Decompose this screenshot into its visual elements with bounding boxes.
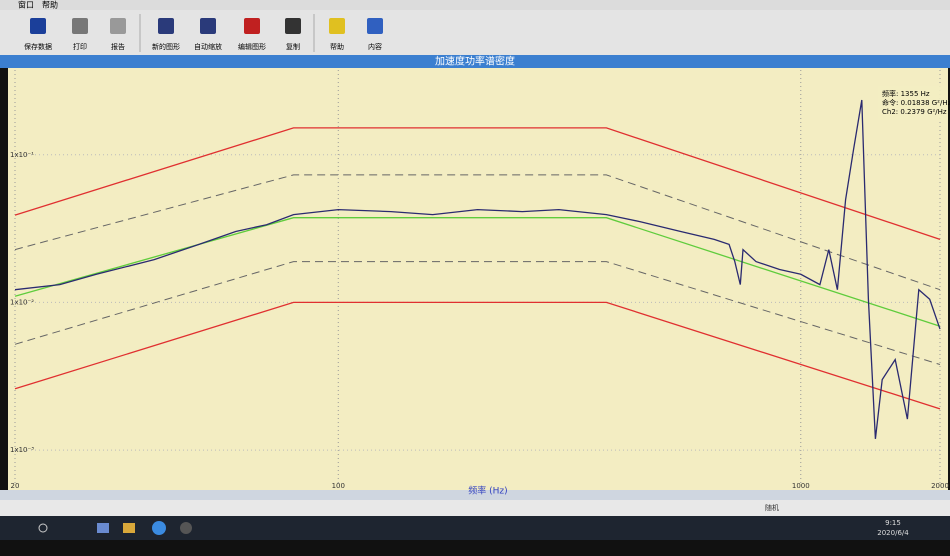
- series-line: [14, 301, 941, 410]
- x-axis-label: 频率 (Hz): [468, 485, 507, 497]
- toolbar-label[interactable]: 保存数据: [24, 42, 52, 51]
- toolbar-icon[interactable]: [200, 18, 216, 34]
- series-line: [14, 127, 941, 241]
- y-tick-label: 1x10⁻²: [10, 298, 34, 306]
- toolbar-icon[interactable]: [72, 18, 88, 34]
- readout-line: 频率: 1355 Hz: [882, 89, 930, 98]
- toolbar-label[interactable]: 报告: [111, 42, 125, 51]
- series-line: [14, 217, 941, 327]
- toolbar-icon[interactable]: [110, 18, 126, 34]
- readout-line: 命令: 0.01838 G²/Hz: [882, 98, 950, 107]
- clock-date[interactable]: 2020/6/4: [877, 529, 909, 537]
- series-line: [14, 174, 941, 291]
- toolbar-label[interactable]: 编辑图形: [238, 42, 266, 51]
- series-line: [14, 261, 941, 365]
- toolbar-icon[interactable]: [329, 18, 345, 34]
- toolbar-label[interactable]: 内容: [368, 42, 382, 51]
- x-tick-label: 20: [11, 482, 20, 490]
- clock-time[interactable]: 9:15: [885, 519, 901, 527]
- toolbar-items: 保存数据 打印 报告 新的图形 自动缩放 编辑图形 复制 帮助 内容: [24, 14, 383, 52]
- search-icon[interactable]: [38, 523, 48, 533]
- y-tick-label: 1x10⁻¹: [10, 151, 34, 159]
- app-icon[interactable]: [152, 521, 166, 535]
- toolbar-icon[interactable]: [244, 18, 260, 34]
- toolbar-label[interactable]: 自动缩放: [194, 42, 222, 51]
- x-tick-label: 100: [332, 482, 345, 490]
- plot-area: [8, 68, 948, 490]
- app-icon[interactable]: [123, 523, 135, 533]
- toolbar: [0, 10, 950, 55]
- menu-bar: [0, 0, 950, 10]
- x-label-bar: [0, 490, 950, 500]
- toolbar-icon[interactable]: [285, 18, 301, 34]
- series-line: [14, 99, 941, 439]
- toolbar-label[interactable]: 打印: [73, 42, 87, 51]
- toolbar-label[interactable]: 新的图形: [152, 42, 180, 51]
- toolbar-icon[interactable]: [30, 18, 46, 34]
- readout-line: Ch2: 0.2379 G²/Hz: [882, 108, 947, 116]
- menu-item[interactable]: 帮助: [42, 0, 58, 10]
- app-icon[interactable]: [97, 523, 109, 533]
- status-text: 随机: [765, 503, 779, 512]
- menu-item[interactable]: 窗口: [18, 0, 34, 10]
- chart-title: 加速度功率谱密度: [435, 55, 515, 68]
- x-tick-label: 2000: [931, 482, 949, 490]
- toolbar-label[interactable]: 复制: [286, 42, 300, 51]
- app-icon[interactable]: [180, 522, 192, 534]
- status-bar: [0, 500, 950, 516]
- toolbar-icon[interactable]: [158, 18, 174, 34]
- readout-box: [878, 86, 948, 120]
- taskbar: [0, 516, 950, 540]
- toolbar-icon[interactable]: [367, 18, 383, 34]
- toolbar-label[interactable]: 帮助: [330, 42, 344, 51]
- x-tick-label: 1000: [792, 482, 810, 490]
- y-tick-label: 1x10⁻³: [10, 446, 34, 454]
- title-bar: [0, 55, 950, 68]
- plot: 20 100 1000 2000 1x10⁻³ 1x10⁻² 1x10⁻¹: [10, 70, 949, 490]
